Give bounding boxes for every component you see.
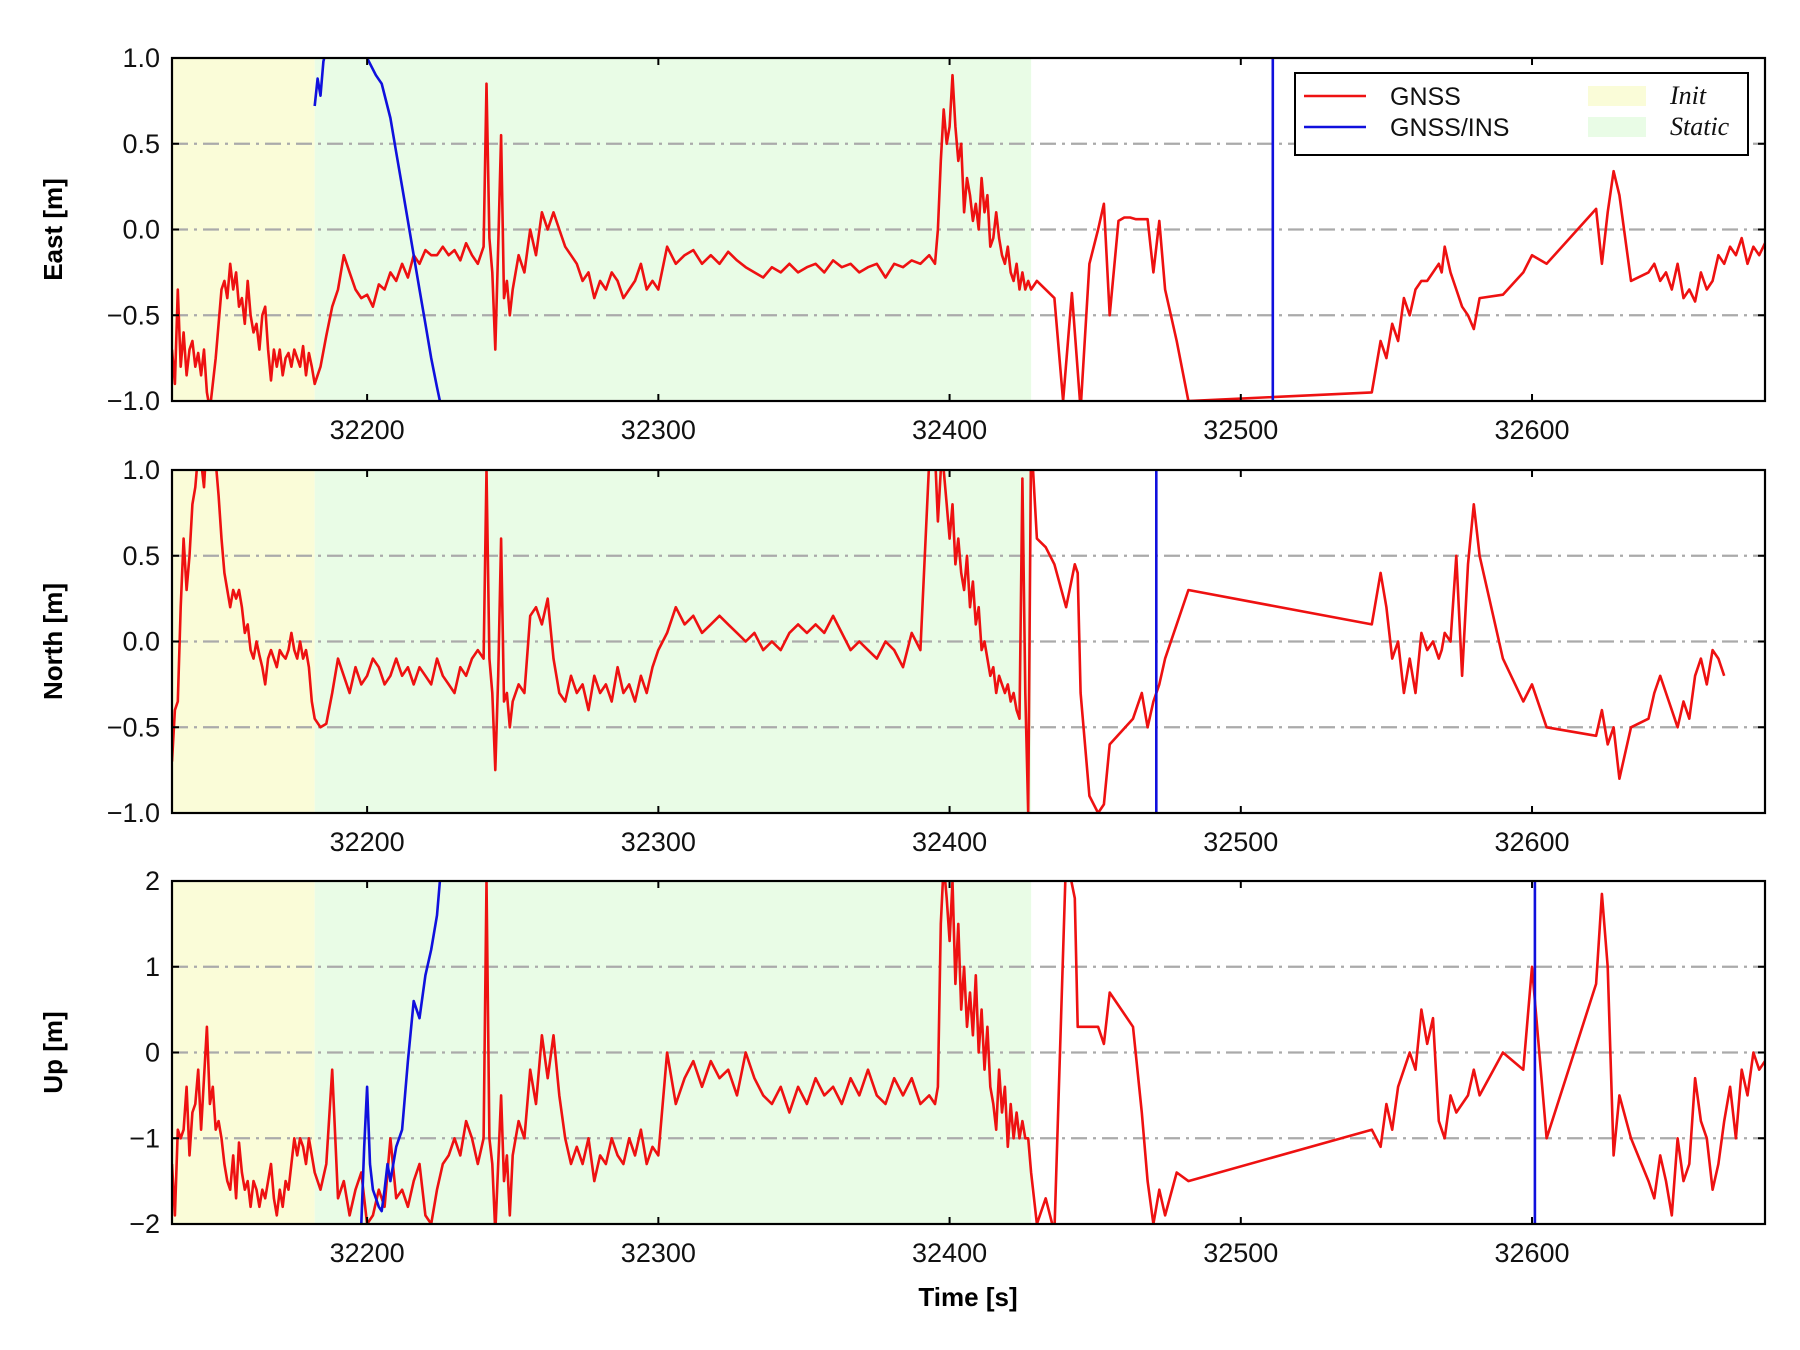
x-tick-label: 32300 — [621, 1238, 696, 1268]
x-tick-label: 32300 — [621, 415, 696, 445]
y-tick-label: 0.5 — [122, 541, 160, 571]
series-gnss-ins — [313, 58, 442, 401]
y-tick-label: −1.0 — [107, 798, 160, 828]
legend-label-gnss-ins: GNSS/INS — [1390, 114, 1509, 142]
series-group — [172, 58, 1765, 401]
y-tick-label: −1.0 — [107, 386, 160, 416]
series-gnss — [172, 470, 1726, 813]
series-group — [172, 470, 1726, 813]
y-tick-label: 0.0 — [122, 627, 160, 657]
x-tick-label: 32500 — [1203, 415, 1278, 445]
y-tick-label: −1 — [129, 1123, 160, 1153]
x-axis-label: Time [s] — [918, 1282, 1017, 1312]
y-axis-label: Up [m] — [38, 1011, 68, 1093]
panel-1: −1.0 −0.5 0.0 0.5 1.0 32200 32300 32400 32500 326… — [38, 43, 1767, 445]
legend-label-gnss: GNSS — [1390, 83, 1461, 111]
x-tick-label: 32300 — [621, 827, 696, 857]
x-tick-label: 32500 — [1203, 827, 1278, 857]
series-gnss — [172, 73, 1765, 401]
y-axis-label: North [m] — [38, 583, 68, 700]
x-tick-label: 32400 — [912, 415, 987, 445]
y-tick-label: 1.0 — [122, 455, 160, 485]
panel-2: −1.0 −0.5 0.0 0.5 1.0 32200 32300 32400 32500 326… — [38, 455, 1767, 857]
x-tick-label: 32400 — [912, 827, 987, 857]
panel-3: −2 −1 0 1 2 32200 32300 32400 32500 32600 Up [m] — [38, 866, 1767, 1268]
series-gnss — [172, 881, 1765, 1224]
y-tick-label: 0.5 — [122, 129, 160, 159]
legend-label-init: Init — [1669, 81, 1707, 110]
x-tick-label: 32600 — [1494, 827, 1569, 857]
x-tick-label: 32600 — [1494, 415, 1569, 445]
y-tick-label: 2 — [145, 866, 160, 896]
series-group — [172, 881, 1765, 1224]
legend-swatch-static — [1588, 117, 1646, 137]
x-tick-label: 32200 — [330, 1238, 405, 1268]
y-tick-label: 1.0 — [122, 43, 160, 73]
y-tick-label: −0.5 — [107, 712, 160, 742]
y-tick-label: 0.0 — [122, 215, 160, 245]
x-tick-label: 32200 — [330, 415, 405, 445]
y-tick-label: 0 — [145, 1038, 160, 1068]
legend-box — [1294, 72, 1749, 156]
x-tick-label: 32400 — [912, 1238, 987, 1268]
y-tick-label: −2 — [129, 1209, 160, 1239]
y-axis-label: East [m] — [38, 178, 68, 281]
series-gnss-ins — [360, 881, 442, 1224]
panels: −1.0 −0.5 0.0 0.5 1.0 32200 32300 32400 32500 326… — [38, 43, 1767, 1268]
y-tick-label: −0.5 — [107, 300, 160, 330]
x-tick-label: 32200 — [330, 827, 405, 857]
x-tick-label: 32600 — [1494, 1238, 1569, 1268]
legend-label-static: Static — [1670, 112, 1730, 141]
x-tick-label: 32500 — [1203, 1238, 1278, 1268]
legend-swatch-init — [1588, 86, 1646, 106]
y-tick-label: 1 — [145, 952, 160, 982]
